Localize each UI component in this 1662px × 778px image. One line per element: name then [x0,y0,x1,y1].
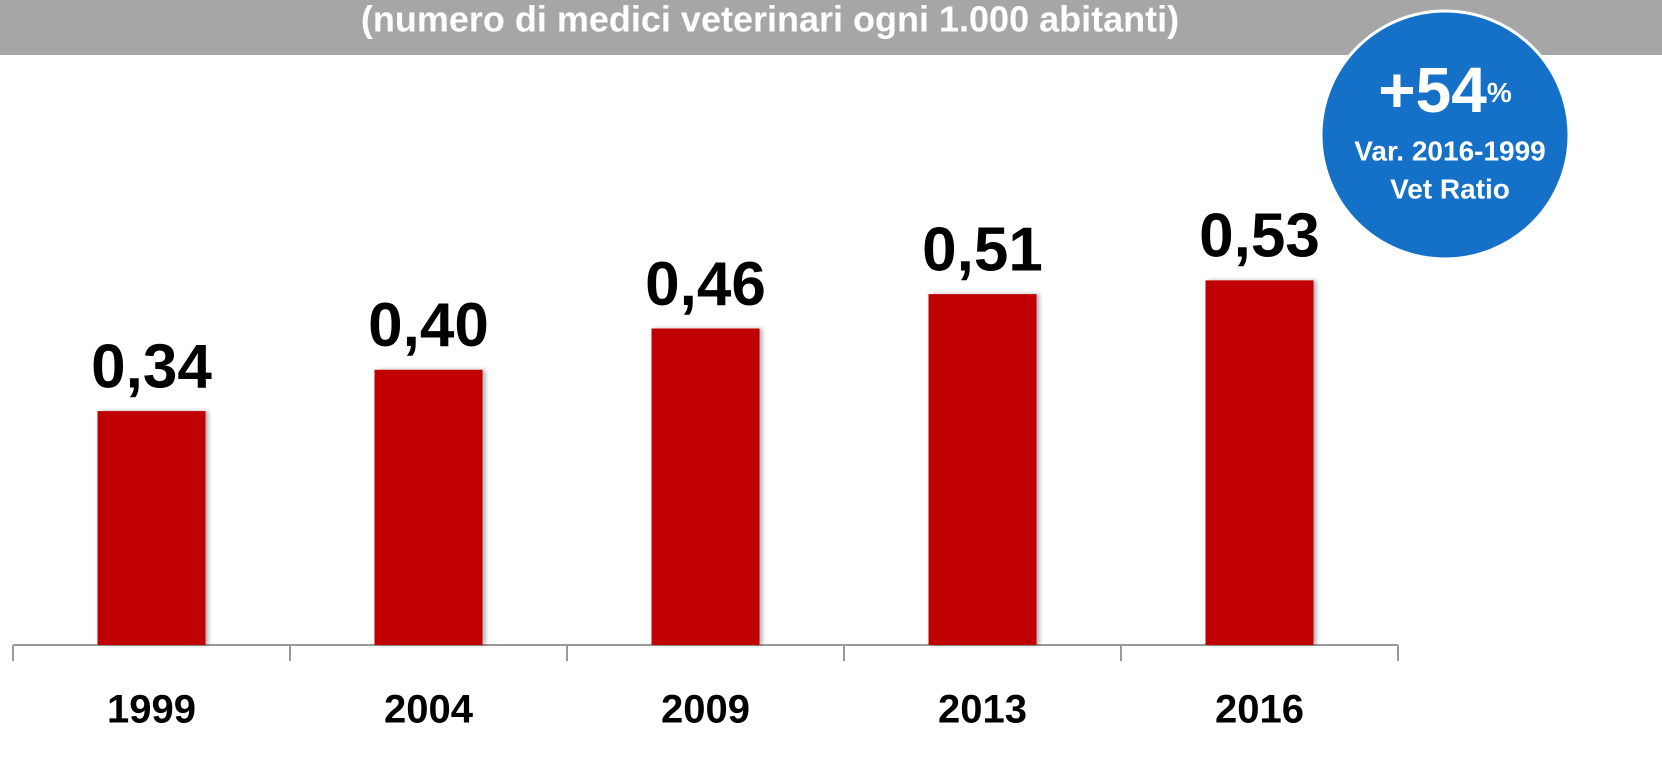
badge-value: +54% [1378,54,1512,126]
value-label: 0,34 [91,332,212,401]
x-tick-label: 2004 [384,688,474,732]
badge-text: Vet Ratio [1390,173,1510,204]
bar [651,328,760,645]
x-tick-label: 1999 [107,688,196,732]
value-label: 0,53 [1199,202,1320,271]
bar [1205,280,1314,645]
badge [1319,9,1571,261]
badge-number: +54 [1378,54,1487,126]
x-tick-label: 2013 [938,688,1027,732]
x-tick-label: 2016 [1215,688,1304,732]
chart-title: (numero di medici veterinari ogni 1.000 … [361,0,1179,40]
badge-text: Var. 2016-1999 [1354,135,1546,166]
badge-unit: % [1487,77,1512,108]
value-label: 0,40 [368,291,489,360]
bar [374,369,483,645]
x-tick-label: 2009 [661,688,750,732]
bar [97,411,206,645]
value-label: 0,46 [645,250,766,319]
bar [928,294,1037,645]
value-label: 0,51 [922,215,1043,284]
